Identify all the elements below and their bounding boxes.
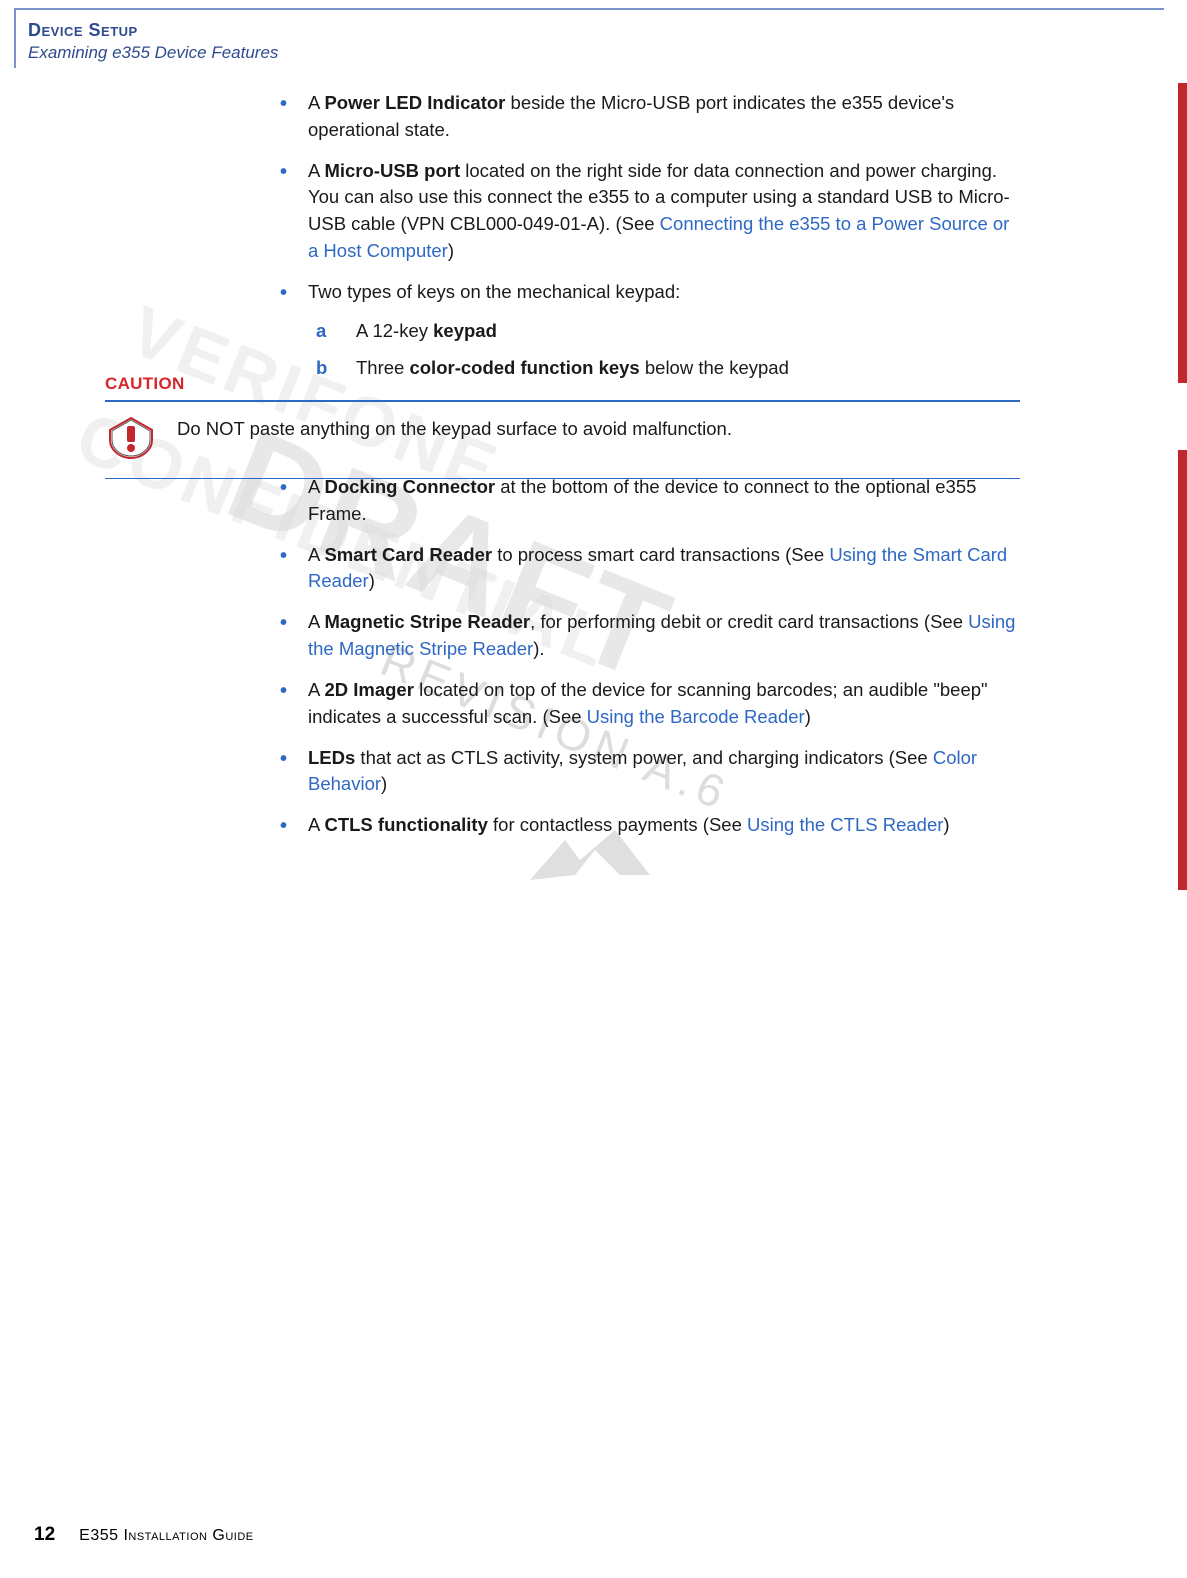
- bold-text: Magnetic Stripe Reader: [324, 611, 530, 632]
- top-rule-left: [14, 8, 16, 68]
- bold-text: Micro-USB port: [324, 160, 460, 181]
- text: ): [943, 814, 949, 835]
- list-item: A Smart Card Reader to process smart car…: [280, 542, 1020, 596]
- feature-list-1: A Power LED Indicator beside the Micro-U…: [280, 90, 1020, 383]
- caution-icon: [107, 416, 155, 460]
- text: ): [381, 773, 387, 794]
- text: Two types of keys on the mechanical keyp…: [308, 281, 680, 302]
- text: for contactless payments (See: [488, 814, 747, 835]
- bold-text: Docking Connector: [324, 476, 495, 497]
- list-item: LEDs that act as CTLS activity, system p…: [280, 745, 1020, 799]
- bold-text: Power LED Indicator: [324, 92, 505, 113]
- text: A: [308, 476, 324, 497]
- text: A 12-key: [356, 320, 433, 341]
- list-item: Two types of keys on the mechanical keyp…: [280, 279, 1020, 383]
- text: ): [805, 706, 811, 727]
- cross-ref-link[interactable]: Using the Barcode Reader: [587, 706, 805, 727]
- sub-marker: a: [316, 316, 326, 346]
- footer-doc-title: E355 Installation Guide: [79, 1527, 253, 1545]
- text: , for performing debit or credit card tr…: [530, 611, 968, 632]
- text: ): [448, 240, 454, 261]
- section-subtitle: Examining e355 Device Features: [28, 43, 278, 63]
- content-block-1: A Power LED Indicator beside the Micro-U…: [280, 90, 1020, 397]
- text: A: [308, 160, 324, 181]
- text: that act as CTLS activity, system power,…: [355, 747, 933, 768]
- page-header: Device Setup Examining e355 Device Featu…: [28, 20, 278, 63]
- right-margin-bar: [1178, 83, 1187, 383]
- sub-list: a A 12-key keypad b Three color-coded fu…: [316, 316, 1020, 383]
- list-item: A Micro-USB port located on the right si…: [280, 158, 1020, 265]
- bold-text: CTLS functionality: [324, 814, 487, 835]
- page-footer: 12 E355 Installation Guide: [34, 1524, 254, 1546]
- page-number: 12: [34, 1524, 55, 1546]
- feature-list-2: A Docking Connector at the bottom of the…: [280, 474, 1020, 839]
- bold-text: Smart Card Reader: [324, 544, 492, 565]
- caution-row: Do NOT paste anything on the keypad surf…: [105, 414, 1020, 460]
- text: A: [308, 92, 324, 113]
- list-item: A Power LED Indicator beside the Micro-U…: [280, 90, 1020, 144]
- section-title: Device Setup: [28, 20, 278, 41]
- text: to process smart card transactions (See: [492, 544, 829, 565]
- rule: [105, 400, 1020, 402]
- text: A: [308, 544, 324, 565]
- bold-text: 2D Imager: [324, 679, 413, 700]
- text: ): [369, 570, 375, 591]
- list-item: A Docking Connector at the bottom of the…: [280, 474, 1020, 528]
- top-rule: [14, 8, 1164, 10]
- text: ).: [533, 638, 544, 659]
- text: A: [308, 814, 324, 835]
- document-page: Device Setup Examining e355 Device Featu…: [0, 0, 1187, 1578]
- caution-text: Do NOT paste anything on the keypad surf…: [177, 414, 732, 440]
- right-margin-bar: [1178, 450, 1187, 890]
- text: A: [308, 611, 324, 632]
- text: A: [308, 679, 324, 700]
- cross-ref-link[interactable]: Using the CTLS Reader: [747, 814, 943, 835]
- list-item: A 2D Imager located on top of the device…: [280, 677, 1020, 731]
- list-item: A CTLS functionality for contactless pay…: [280, 812, 1020, 839]
- caution-label: CAUTION: [105, 374, 1020, 394]
- content-block-2: A Docking Connector at the bottom of the…: [280, 474, 1020, 853]
- list-item: A Magnetic Stripe Reader, for performing…: [280, 609, 1020, 663]
- bold-text: keypad: [433, 320, 497, 341]
- bold-text: LEDs: [308, 747, 355, 768]
- sub-list-item: a A 12-key keypad: [316, 316, 1020, 346]
